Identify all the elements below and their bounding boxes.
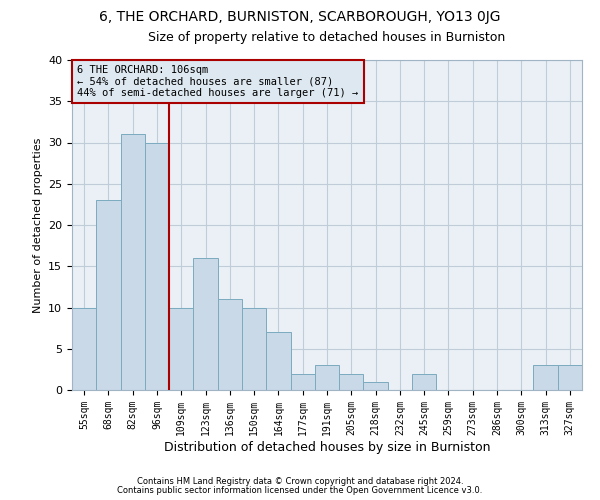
- Title: Size of property relative to detached houses in Burniston: Size of property relative to detached ho…: [148, 30, 506, 44]
- Bar: [533, 365, 558, 390]
- Bar: [266, 332, 290, 390]
- Bar: [364, 382, 388, 390]
- Bar: [193, 258, 218, 390]
- Bar: [121, 134, 145, 390]
- Y-axis label: Number of detached properties: Number of detached properties: [32, 138, 43, 312]
- Text: 6 THE ORCHARD: 106sqm
← 54% of detached houses are smaller (87)
44% of semi-deta: 6 THE ORCHARD: 106sqm ← 54% of detached …: [77, 65, 358, 98]
- Bar: [558, 365, 582, 390]
- Bar: [169, 308, 193, 390]
- Bar: [242, 308, 266, 390]
- Bar: [339, 374, 364, 390]
- Bar: [145, 142, 169, 390]
- Text: Contains public sector information licensed under the Open Government Licence v3: Contains public sector information licen…: [118, 486, 482, 495]
- Bar: [72, 308, 96, 390]
- Text: Contains HM Land Registry data © Crown copyright and database right 2024.: Contains HM Land Registry data © Crown c…: [137, 477, 463, 486]
- Text: 6, THE ORCHARD, BURNISTON, SCARBOROUGH, YO13 0JG: 6, THE ORCHARD, BURNISTON, SCARBOROUGH, …: [99, 10, 501, 24]
- Bar: [218, 299, 242, 390]
- Bar: [315, 365, 339, 390]
- Bar: [96, 200, 121, 390]
- Bar: [290, 374, 315, 390]
- X-axis label: Distribution of detached houses by size in Burniston: Distribution of detached houses by size …: [164, 440, 490, 454]
- Bar: [412, 374, 436, 390]
